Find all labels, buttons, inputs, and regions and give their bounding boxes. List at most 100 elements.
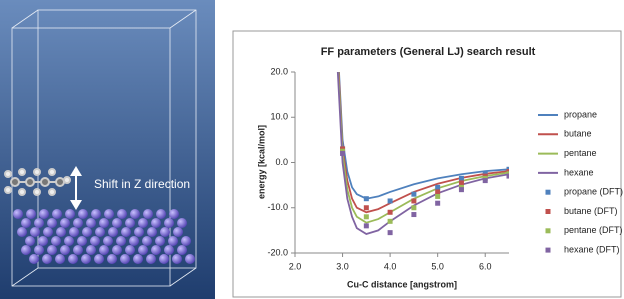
dft-point	[387, 218, 393, 224]
dft-point	[435, 184, 441, 190]
atom	[160, 227, 170, 237]
dft-point	[387, 209, 393, 215]
atom	[30, 227, 40, 237]
y-tick-label: 20.0	[270, 66, 288, 76]
atom	[120, 254, 130, 264]
atom	[94, 254, 104, 264]
atom	[130, 209, 140, 219]
atom	[133, 254, 143, 264]
chart-frame	[232, 30, 622, 298]
atom	[138, 218, 148, 228]
atom	[26, 209, 36, 219]
atom	[42, 254, 52, 264]
atom	[134, 227, 144, 237]
x-tick-label: 2.0	[289, 261, 302, 271]
dft-point	[411, 205, 417, 211]
atom	[82, 227, 92, 237]
legend-label: butane (DFT)	[564, 206, 618, 216]
legend-label: hexane (DFT)	[564, 244, 620, 254]
legend-label: propane	[564, 109, 597, 119]
x-tick-label: 5.0	[431, 261, 444, 271]
atom	[177, 218, 187, 228]
dft-point	[458, 187, 464, 193]
atom	[108, 227, 118, 237]
atom	[56, 227, 66, 237]
atom	[73, 245, 83, 255]
atom	[125, 245, 135, 255]
atom	[60, 245, 70, 255]
atom	[81, 254, 91, 264]
legend-swatch	[545, 228, 551, 234]
legend-label: butane	[564, 129, 592, 139]
dft-point	[458, 175, 464, 181]
dft-point	[387, 198, 393, 204]
dft-point	[363, 196, 369, 202]
atom	[155, 236, 165, 246]
atom	[172, 254, 182, 264]
atom	[99, 218, 109, 228]
atom	[104, 209, 114, 219]
atom	[86, 245, 96, 255]
y-tick-label: 0.0	[275, 157, 288, 167]
y-tick-label: -20.0	[267, 247, 288, 257]
plot-area	[336, 72, 509, 236]
atom	[151, 245, 161, 255]
illustration: Shift in Z direction	[0, 0, 215, 299]
atom	[95, 227, 105, 237]
atom	[29, 254, 39, 264]
dft-point	[435, 200, 441, 206]
atom	[151, 218, 161, 228]
atom	[47, 245, 57, 255]
dft-point	[435, 193, 441, 199]
atom	[65, 209, 75, 219]
atom	[117, 209, 127, 219]
dft-point	[411, 191, 417, 197]
x-tick-label: 4.0	[384, 261, 397, 271]
atom	[39, 209, 49, 219]
atom	[90, 236, 100, 246]
atom	[138, 245, 148, 255]
atom	[125, 218, 135, 228]
chart-title: FF parameters (General LJ) search result	[321, 46, 536, 58]
atom	[51, 236, 61, 246]
dft-point	[363, 205, 369, 211]
copper-slab	[13, 209, 195, 264]
atom	[21, 245, 31, 255]
atom	[77, 236, 87, 246]
legend-label: pentane	[564, 148, 597, 158]
atom	[52, 209, 62, 219]
dft-point	[387, 230, 393, 236]
atom	[168, 236, 178, 246]
atom	[38, 236, 48, 246]
legend-swatch	[545, 209, 551, 214]
atom	[69, 227, 79, 237]
atom	[173, 227, 183, 237]
atom	[103, 236, 113, 246]
series-line	[338, 72, 509, 200]
atom	[169, 209, 179, 219]
atom	[181, 236, 191, 246]
y-axis-label: energy [kcal/mol]	[256, 125, 266, 199]
legend-swatch	[545, 189, 551, 195]
atom	[129, 236, 139, 246]
cell-box	[11, 9, 197, 287]
atom	[164, 245, 174, 255]
atom	[55, 254, 65, 264]
legend-swatch	[545, 247, 551, 253]
dft-point	[435, 189, 441, 195]
atom	[17, 227, 27, 237]
legend-label: hexane	[564, 167, 594, 177]
atom	[91, 209, 101, 219]
atom	[43, 227, 53, 237]
dft-point	[482, 178, 488, 184]
x-tick-label: 6.0	[479, 261, 492, 271]
x-axis-label: Cu-C distance [angstrom]	[347, 279, 457, 289]
atom	[159, 254, 169, 264]
dft-point	[340, 150, 346, 156]
atom	[34, 245, 44, 255]
illustration-label: Shift in Z direction	[94, 177, 190, 191]
atom	[147, 227, 157, 237]
y-tick-label: 10.0	[270, 112, 288, 122]
